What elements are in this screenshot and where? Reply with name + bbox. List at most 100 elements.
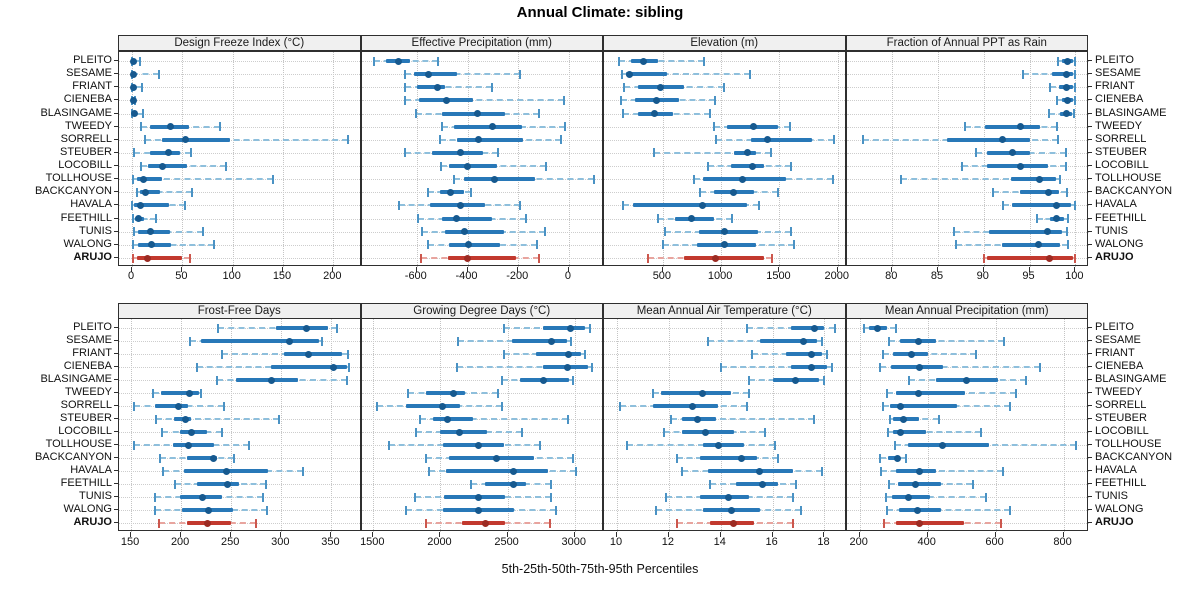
whisker-cap — [748, 375, 751, 385]
x-axis-tick — [280, 532, 282, 537]
iqr-bar — [284, 352, 343, 356]
whisker-cap — [521, 427, 524, 437]
station-label-left: TOLLHOUSE — [45, 438, 112, 450]
median-dot — [807, 350, 815, 358]
whisker-cap — [622, 109, 625, 119]
x-tick-label: 200 — [849, 536, 868, 548]
whisker-cap — [347, 135, 350, 145]
whisker-cap — [1055, 95, 1058, 105]
whisker-cap — [224, 161, 227, 171]
median-dot — [764, 136, 772, 144]
whisker-cap — [1074, 253, 1077, 263]
median-dot — [438, 402, 446, 410]
x-axis-tick — [719, 532, 721, 537]
median-dot — [914, 337, 922, 345]
x-tick-label: 150 — [120, 536, 140, 548]
y-axis-tick — [1088, 483, 1092, 484]
whisker-cap — [665, 492, 668, 502]
whisker-cap — [144, 135, 147, 145]
whisker-cap — [490, 82, 493, 92]
whisker-cap — [424, 518, 427, 528]
whisker-line — [653, 151, 772, 154]
whisker-cap — [131, 200, 134, 210]
whisker-cap — [894, 323, 897, 333]
median-dot — [456, 201, 464, 209]
x-tick-label: 1000 — [707, 270, 733, 282]
x-tick-label: 500 — [652, 270, 672, 282]
whisker-cap — [403, 148, 406, 158]
whisker-line — [746, 327, 835, 329]
median-dot — [911, 480, 919, 488]
station-label-right: WALONG — [1095, 237, 1144, 250]
x-axis-tick — [130, 532, 132, 537]
median-dot — [626, 70, 634, 78]
station-label-left: CIENEBA — [63, 93, 112, 106]
iqr-bar — [197, 482, 240, 486]
whisker-cap — [564, 122, 567, 132]
station-label-right: BLASINGAME — [1095, 106, 1167, 119]
panel-plot — [603, 318, 847, 532]
iqr-bar — [426, 391, 465, 395]
whisker-cap — [664, 227, 667, 237]
gridline-h — [119, 205, 362, 207]
whisker-cap — [714, 135, 717, 145]
whisker-cap — [572, 375, 575, 385]
whisker-cap — [893, 440, 896, 450]
gridline-v — [927, 319, 929, 532]
iqr-bar — [1020, 190, 1059, 195]
whisker-line — [132, 112, 144, 115]
iqr-bar — [445, 469, 548, 473]
median-dot — [540, 376, 548, 384]
y-axis-tick — [1088, 165, 1092, 167]
y-axis-tick — [1088, 418, 1092, 419]
iqr-bar — [138, 229, 171, 234]
y-axis-tick — [114, 86, 118, 88]
median-dot — [900, 415, 908, 423]
station-label-right: LOCOBILL — [1095, 159, 1149, 172]
whisker-cap — [438, 135, 441, 145]
whisker-cap — [152, 388, 155, 398]
iqr-bar — [201, 339, 320, 343]
y-axis-tick — [1088, 327, 1092, 328]
iqr-bar — [908, 443, 990, 447]
iqr-bar — [140, 190, 161, 195]
whisker-cap — [404, 69, 407, 79]
whisker-cap — [437, 56, 440, 66]
median-dot — [687, 215, 695, 223]
gridline-v — [772, 319, 774, 532]
iqr-bar — [173, 443, 215, 447]
whisker-cap — [794, 479, 797, 489]
whisker-cap — [745, 323, 748, 333]
whisker-cap — [174, 479, 177, 489]
gridline-v — [837, 52, 839, 267]
whisker-cap — [886, 427, 889, 437]
median-dot — [739, 175, 747, 183]
whisker-cap — [1025, 375, 1028, 385]
whisker-cap — [656, 214, 659, 224]
whisker-cap — [713, 95, 716, 105]
iqr-bar — [138, 242, 172, 247]
iqr-bar — [986, 150, 1030, 155]
station-label-left: HAVALA — [70, 198, 112, 211]
whisker-cap — [1074, 200, 1077, 210]
median-dot — [548, 337, 556, 345]
x-axis-tick — [131, 267, 133, 272]
x-axis-tick — [439, 532, 441, 537]
gridline-v — [232, 52, 234, 267]
station-label-right: SESAME — [1095, 334, 1141, 346]
whisker-cap — [549, 479, 552, 489]
x-tick-label: 16 — [765, 536, 778, 548]
station-label-left: BACKCANYON — [34, 185, 112, 198]
iqr-bar — [889, 404, 957, 408]
whisker-line — [618, 60, 704, 62]
whisker-cap — [1066, 214, 1069, 224]
median-dot — [129, 70, 137, 78]
iqr-bar — [759, 339, 817, 343]
gridline-h — [604, 87, 847, 89]
x-tick-label: 95 — [1022, 270, 1035, 282]
station-label-left: SORRELL — [60, 132, 112, 145]
x-axis-tick — [982, 267, 984, 272]
x-axis-tick — [1074, 267, 1076, 272]
station-label-left: BLASINGAME — [40, 373, 112, 385]
median-dot — [442, 96, 450, 104]
